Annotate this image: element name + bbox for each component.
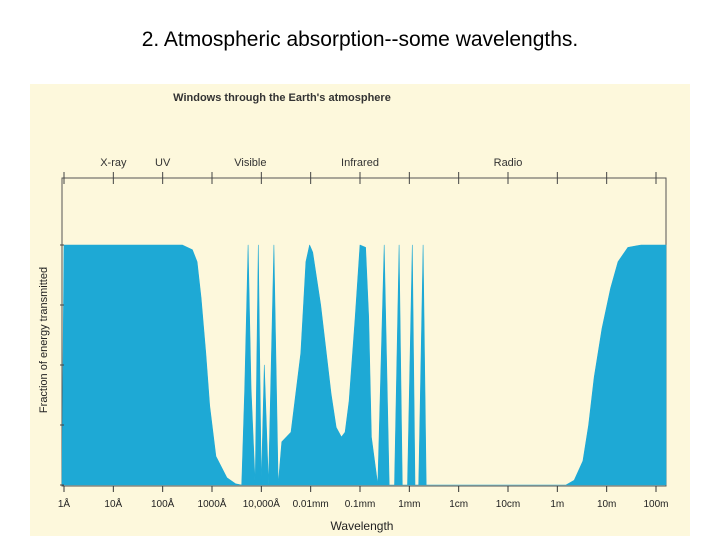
x-tick-label: 10m	[597, 499, 616, 510]
atmospheric-window-chart: Windows through the Earth's atmosphere X…	[30, 84, 690, 536]
x-tick-label: 1cm	[449, 499, 468, 510]
x-tick-label: 100m	[643, 499, 668, 510]
x-tick-label: 1mm	[398, 499, 420, 510]
x-tick-label: 0.01mm	[293, 499, 329, 510]
band-label: Infrared	[341, 157, 379, 169]
chart-title: Windows through the Earth's atmosphere	[173, 92, 391, 104]
band-label: X-ray	[100, 157, 127, 169]
x-tick-label: 0.1mm	[345, 499, 376, 510]
band-labels: X-ray UV Visible Infrared Radio	[100, 157, 522, 169]
band-label: Visible	[234, 157, 266, 169]
y-axis-label: Fraction of energy transmitted	[38, 267, 50, 413]
x-tick-label: 10cm	[496, 499, 520, 510]
x-tick-label: 1Å	[58, 497, 71, 510]
band-label: UV	[155, 157, 171, 169]
x-axis-label: Wavelength	[331, 519, 394, 533]
transmission-area-layer	[61, 244, 667, 486]
x-tick-label: 100Å	[151, 497, 175, 510]
x-tick-label: 10Å	[104, 497, 122, 510]
x-tick-label: 10,000Å	[243, 497, 281, 510]
x-tick-label: 1m	[550, 499, 564, 510]
x-tick-label: 1000Å	[198, 497, 227, 510]
x-tick-layer: 1Å 10Å 100Å 1000Å 10,000Å 0.01mm 0.1mm 1mm 1cm 10…	[58, 172, 669, 510]
figure-panel: Windows through the Earth's atmosphere X…	[30, 84, 690, 536]
band-label: Radio	[494, 157, 523, 169]
transmission-area-0	[61, 244, 667, 486]
slide-title: 2. Atmospheric absorption--some waveleng…	[141, 28, 579, 51]
